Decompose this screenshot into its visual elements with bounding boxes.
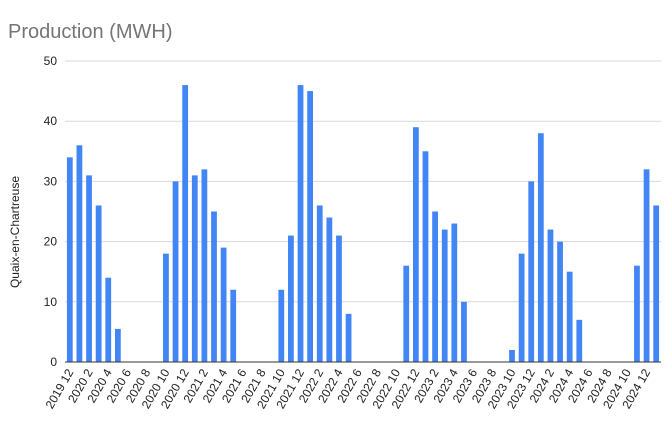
bar: [114, 328, 121, 362]
chart-title: Production (MWH): [8, 21, 172, 43]
bar: [634, 265, 640, 362]
bar: [528, 181, 535, 362]
bar: [220, 247, 227, 362]
bar: [576, 319, 583, 362]
bar: [441, 229, 448, 362]
bar: [643, 169, 650, 362]
bar: [288, 235, 294, 362]
y-tick-label: 10: [44, 295, 58, 309]
bar: [518, 253, 525, 362]
bar: [191, 175, 198, 362]
bar: [66, 157, 73, 362]
y-axis-label: Quaix-en-Chartreuse: [8, 176, 22, 288]
bar: [451, 223, 458, 362]
y-tick-label: 0: [50, 355, 57, 369]
bar: [432, 211, 438, 362]
bar: [230, 289, 237, 362]
bar: [557, 241, 563, 362]
bar: [326, 217, 333, 362]
bar: [316, 205, 323, 362]
bar: [105, 277, 112, 362]
bar: [95, 205, 102, 362]
bar: [422, 151, 429, 362]
y-tick-label: 20: [44, 235, 58, 249]
bar: [509, 349, 515, 362]
bar: [297, 85, 304, 362]
bar: [76, 145, 83, 362]
bar: [182, 85, 189, 362]
bar: [547, 229, 554, 362]
y-tick-label: 50: [44, 54, 58, 68]
bar: [345, 313, 352, 362]
bar: [172, 181, 179, 362]
bar: [461, 301, 467, 362]
bar: [566, 271, 573, 362]
bar: [86, 175, 92, 362]
bar: [412, 127, 419, 362]
bar: [307, 91, 314, 362]
y-tick-label: 30: [44, 174, 58, 188]
bar: [653, 205, 660, 362]
bar: [403, 265, 410, 362]
bar: [163, 253, 169, 362]
bar: [336, 235, 342, 362]
bar: [537, 133, 544, 362]
bar: [201, 169, 208, 362]
y-tick-label: 40: [44, 114, 58, 128]
bar: [278, 289, 285, 362]
bar: [211, 211, 217, 362]
